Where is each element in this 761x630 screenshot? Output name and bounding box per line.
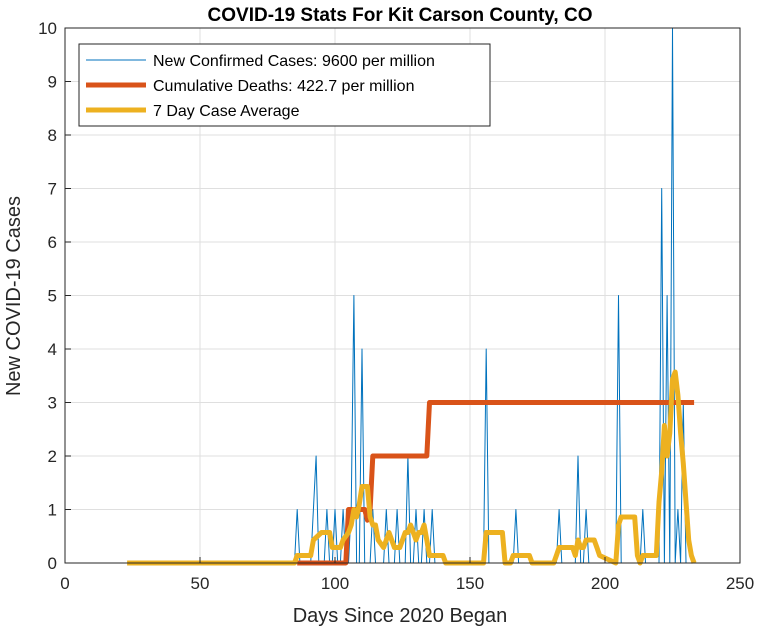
y-tick-label: 0 (48, 554, 57, 573)
legend-label-new-cases: New Confirmed Cases: 9600 per million (153, 53, 435, 70)
y-axis-label: New COVID-19 Cases (3, 196, 25, 396)
y-tick-label: 1 (48, 501, 57, 520)
y-tick-label: 3 (48, 394, 57, 413)
x-tick-label: 100 (321, 574, 349, 593)
legend-label-deaths: Cumulative Deaths: 422.7 per million (153, 78, 414, 95)
x-tick-label: 0 (60, 574, 69, 593)
tick-labels: 0 50 100 150 200 250 0 1 2 3 4 5 6 7 8 9 10 (38, 19, 754, 593)
y-tick-label: 9 (48, 73, 57, 92)
y-tick-label: 4 (48, 340, 57, 359)
legend: New Confirmed Cases: 9600 per million Cu… (78, 43, 491, 127)
chart-title: COVID-19 Stats For Kit Carson County, CO (208, 5, 593, 26)
x-tick-label: 50 (191, 574, 210, 593)
y-tick-label: 2 (48, 447, 57, 466)
y-tick-label: 10 (38, 19, 57, 38)
y-tick-label: 7 (48, 180, 57, 199)
x-axis-label: Days Since 2020 Began (293, 605, 508, 627)
y-tick-label: 6 (48, 233, 57, 252)
series-7day-case-average (127, 369, 697, 566)
legend-label-7day-average: 7 Day Case Average (153, 103, 300, 120)
legend-box (78, 43, 491, 127)
x-tick-label: 250 (726, 574, 754, 593)
x-tick-label: 150 (456, 574, 484, 593)
x-tick-label: 200 (591, 574, 619, 593)
y-tick-label: 5 (48, 287, 57, 306)
y-tick-label: 8 (48, 126, 57, 145)
